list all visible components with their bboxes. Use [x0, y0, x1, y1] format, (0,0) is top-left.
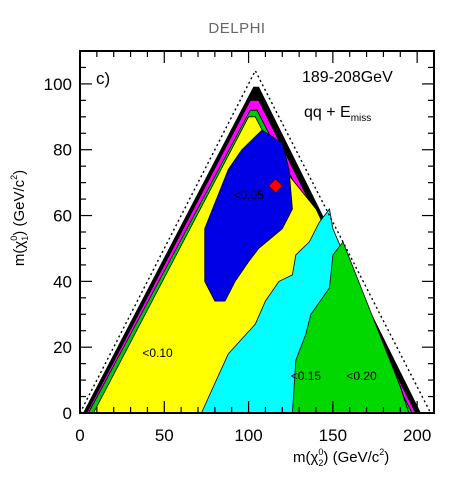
contour-label: <0.20 — [346, 369, 377, 383]
best-point-marker — [268, 178, 283, 194]
contour-labels: <0.05 <0.10 <0.15 <0.20 — [142, 188, 377, 383]
y-axis-label-main: m(χ — [11, 241, 28, 266]
y-tick-label: 80 — [53, 141, 72, 160]
axis-ticks — [79, 50, 435, 414]
x-tick-label: 50 — [155, 426, 174, 445]
x-axis-label-sub: 2 — [318, 458, 323, 468]
x-tick-label: 200 — [403, 426, 431, 445]
contour-label: <0.15 — [291, 369, 322, 383]
y-axis-label-power: 2 — [9, 175, 19, 180]
y-tick-label: 40 — [53, 272, 72, 291]
channel-label-subscript: miss — [351, 113, 372, 124]
y-axis-label-close: ) — [11, 170, 28, 175]
y-tick-label: 60 — [53, 207, 72, 226]
x-axis-label-power: 2 — [379, 447, 384, 457]
contour-regions — [82, 86, 422, 414]
contour-label: <0.10 — [142, 346, 173, 360]
channel-label-main: qq + E — [304, 104, 351, 121]
x-axis-label-main: m(χ — [293, 449, 318, 466]
panel-label: c) — [96, 69, 110, 88]
x-tick-label: 100 — [234, 426, 262, 445]
experiment-label: DELPHI — [208, 20, 266, 37]
x-tick-label: 150 — [319, 426, 347, 445]
green-region — [291, 241, 410, 414]
y-axis-label-sup: 0 — [9, 236, 19, 241]
x-tick-labels: 0 50 100 150 200 — [75, 426, 431, 445]
kinematic-boundary-line — [79, 69, 432, 414]
y-tick-labels: 0 20 40 60 80 100 — [44, 75, 72, 423]
x-axis-label: m(χ0 2) (GeV/c2) — [293, 447, 389, 468]
contour-label: <0.05 — [233, 188, 264, 202]
channel-label: qq + Emiss — [304, 104, 371, 124]
blue-region — [204, 129, 293, 302]
x-axis-label-units: ) (GeV/c — [323, 449, 379, 466]
y-tick-label: 100 — [44, 75, 72, 94]
x-axis-label-sup: 0 — [318, 447, 323, 457]
energy-label: 189-208GeV — [302, 69, 393, 86]
y-tick-label: 0 — [63, 404, 72, 423]
y-tick-label: 20 — [53, 338, 72, 357]
y-axis-label-units: ) (GeV/c — [11, 179, 28, 235]
y-axis-label-sub: 1 — [20, 236, 30, 241]
x-tick-label: 0 — [75, 426, 84, 445]
y-axis-label: m(χ01) (GeV/c2) — [9, 170, 30, 266]
x-axis-label-close: ) — [384, 449, 389, 466]
